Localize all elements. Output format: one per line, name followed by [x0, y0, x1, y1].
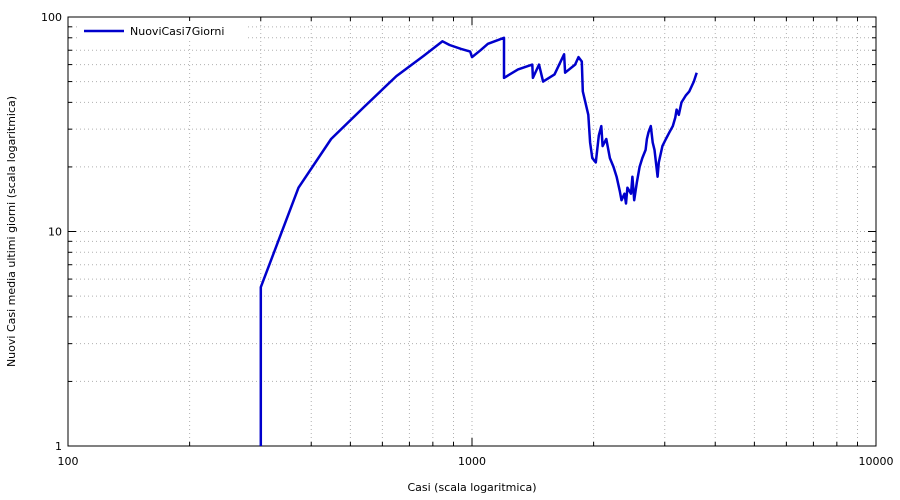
legend-label: NuoviCasi7Giorni	[130, 25, 224, 38]
y-tick-label: 100	[41, 11, 62, 24]
x-tick-label: 10000	[859, 455, 894, 468]
y-axis-title: Nuovi Casi media ultimi giorni (scala lo…	[5, 96, 18, 367]
axis-tick-labels: 100 1000 10000 1 10 100	[41, 11, 894, 468]
x-tick-label: 100	[58, 455, 79, 468]
legend: NuoviCasi7Giorni	[78, 21, 246, 41]
y-tick-label: 10	[48, 226, 62, 239]
grid	[68, 17, 876, 446]
x-tick-label: 1000	[458, 455, 486, 468]
x-axis-title: Casi (scala logaritmica)	[407, 481, 536, 494]
series-line	[259, 36, 698, 446]
axis-ticks	[67, 16, 877, 447]
legend-box	[78, 21, 246, 41]
y-tick-label: 1	[55, 440, 62, 453]
series-layer	[259, 36, 698, 446]
